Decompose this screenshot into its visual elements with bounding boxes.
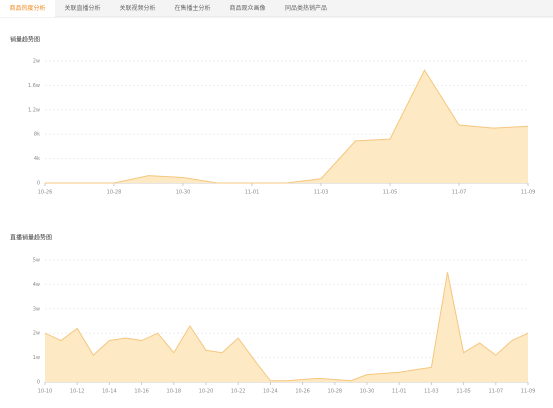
x-tick-label: 11-05 [383,190,398,196]
x-tick-label: 11-01 [392,389,407,395]
chart-title: 直播销量趋势图 [10,234,52,242]
x-tick-label: 10-30 [176,190,191,196]
y-tick-label: 0 [37,181,40,187]
x-tick-label: 11-09 [521,389,536,395]
tab-bar [0,0,553,17]
x-tick-label: 11-07 [489,389,504,395]
x-tick-label: 11-01 [245,190,260,196]
x-tick-label: 10-28 [328,389,343,395]
y-tick-label: 1w [33,355,40,361]
tab[interactable]: 在售播主分析 [174,4,210,12]
x-tick-label: 10-12 [70,389,85,395]
y-tick-label: 8k [34,132,40,138]
x-tick-label: 11-03 [424,389,439,395]
tab-active-bg [0,0,55,17]
tab[interactable]: 商品观众画像 [229,4,265,12]
x-tick-label: 10-16 [134,389,149,395]
area-line [44,272,529,382]
x-tick-label: 11-07 [452,190,467,196]
y-tick-label: 1.2w [28,107,40,113]
y-tick-label: 2w [33,59,40,65]
chart-title: 销量趋势图 [10,36,40,44]
x-tick-label: 10-26 [38,190,53,196]
y-tick-label: 4w [33,282,40,288]
y-tick-label: 3w [33,306,40,312]
area-line [45,69,529,184]
x-tick-label: 10-26 [295,389,310,395]
tab[interactable]: 商品热度分析 [9,4,45,12]
x-tick-label: 10-18 [167,389,182,395]
x-tick-label: 10-30 [360,389,375,395]
x-tick-label: 10-28 [107,190,122,196]
x-tick-label: 10-24 [263,389,278,395]
y-tick-label: 5w [33,258,40,264]
x-tick-label: 10-14 [102,389,117,395]
x-tick-label: 11-05 [456,389,471,395]
y-tick-label: 2w [33,331,40,337]
x-tick-label: 10-10 [38,389,53,395]
x-tick-label: 10-22 [231,389,246,395]
area-fill [45,272,528,382]
tab[interactable]: 关联视频分析 [119,4,155,12]
x-tick-label: 11-09 [521,190,536,196]
area-fill [45,70,528,183]
x-tick-label: 11-03 [314,190,329,196]
x-tick-label: 10-20 [199,389,214,395]
y-tick-label: 4k [34,156,40,162]
y-tick-label: 0 [37,380,40,386]
y-tick-label: 1.6w [28,83,40,89]
tab[interactable]: 同品类热销产品 [285,4,327,12]
tab[interactable]: 关联直播分析 [64,4,100,12]
